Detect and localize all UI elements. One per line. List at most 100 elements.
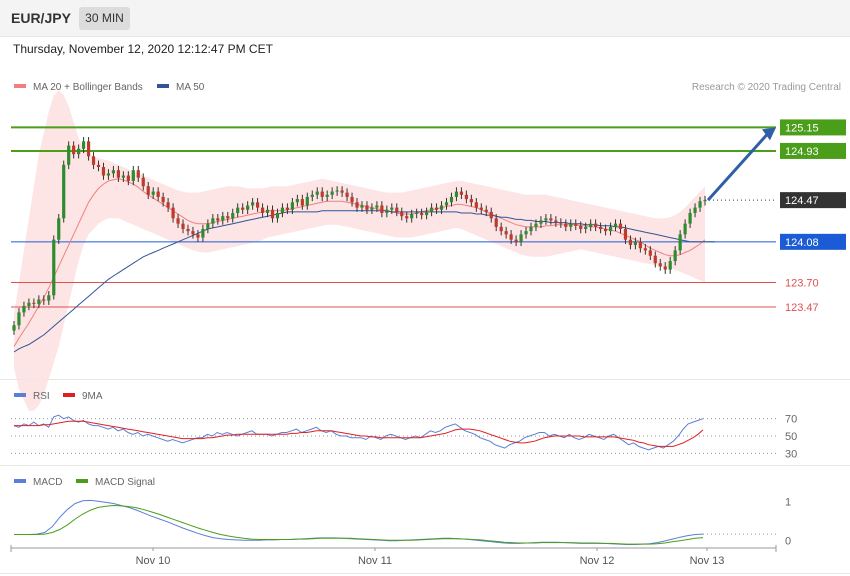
candle: [241, 207, 245, 210]
candle: [529, 226, 533, 232]
candle: [380, 205, 384, 213]
candle: [643, 248, 647, 251]
rsi-tick: 50: [785, 431, 797, 443]
candle: [186, 229, 190, 232]
candle: [693, 207, 697, 213]
candle: [365, 205, 369, 210]
candle: [618, 223, 623, 229]
panel-divider: [0, 379, 850, 380]
candle: [52, 239, 56, 296]
timeframe-button[interactable]: 30 MIN: [79, 7, 130, 30]
candle: [86, 141, 91, 157]
candle: [141, 177, 145, 187]
rsi-line: [13, 414, 704, 451]
candle: [251, 202, 255, 206]
level-tag: [780, 142, 846, 159]
candle: [136, 170, 140, 178]
candle: [111, 170, 116, 174]
candle: [181, 223, 185, 229]
candle: [47, 295, 51, 301]
candle: [37, 299, 41, 304]
candle: [300, 199, 304, 206]
candle: [67, 145, 71, 165]
candle: [275, 212, 280, 219]
candle: [494, 218, 498, 227]
candle: [280, 207, 285, 213]
x-tick-label: Nov 10: [136, 555, 171, 567]
candle: [628, 239, 633, 246]
candle: [539, 220, 543, 224]
credit-text: Research © 2020 Trading Central: [692, 82, 841, 93]
candle: [315, 191, 319, 195]
legend-label: MA 50: [176, 82, 205, 93]
candle: [106, 173, 111, 176]
rsi-legend-swatch: [14, 393, 26, 397]
candle: [196, 234, 200, 238]
candle: [191, 231, 195, 235]
candle: [524, 231, 528, 235]
candle: [22, 305, 26, 313]
candle: [161, 196, 165, 203]
candle: [246, 205, 250, 210]
macd-legend-label: MACD Signal: [95, 477, 155, 488]
candle: [420, 212, 424, 216]
candle: [663, 266, 667, 270]
candle: [608, 226, 613, 232]
candle: [544, 218, 548, 221]
timestamp: Thursday, November 12, 2020 12:12:47 PM …: [13, 42, 273, 56]
candle: [703, 200, 707, 202]
candle: [121, 175, 125, 178]
level-label: 125.15: [785, 122, 819, 134]
candle: [564, 223, 568, 227]
candle: [320, 191, 324, 197]
candle: [504, 231, 508, 235]
candle: [57, 218, 61, 240]
candle: [648, 250, 652, 256]
candle: [658, 263, 662, 267]
candle: [519, 234, 523, 242]
candle: [613, 223, 618, 227]
candle: [405, 216, 409, 219]
rsi-ma-line: [14, 420, 704, 447]
candle: [305, 196, 309, 206]
candle: [464, 194, 468, 200]
candle: [633, 241, 638, 246]
forecast-arrowhead: [762, 127, 776, 141]
candle: [653, 255, 657, 264]
candle: [176, 218, 180, 224]
candle: [221, 216, 225, 221]
candle: [584, 226, 588, 229]
rsi-legend-label: RSI: [33, 391, 50, 402]
rsi-legend-label: 9MA: [82, 391, 103, 402]
legend-swatch: [14, 84, 26, 88]
x-tick-label: Nov 12: [580, 555, 615, 567]
candle: [260, 207, 265, 213]
candle: [599, 226, 603, 229]
candle: [429, 207, 434, 212]
candle: [255, 202, 260, 208]
level-label: 123.47: [785, 302, 819, 314]
candle: [62, 164, 66, 219]
candle: [509, 234, 513, 240]
candle: [370, 207, 374, 210]
candle: [489, 211, 493, 219]
candle: [603, 229, 608, 232]
candle: [216, 218, 220, 221]
candle: [285, 207, 290, 210]
candle: [400, 211, 404, 217]
legend-label: MA 20 + Bollinger Bands: [33, 82, 143, 93]
candle: [270, 209, 275, 219]
candle: [131, 170, 135, 181]
level-label: 124.93: [785, 146, 819, 158]
candle: [171, 207, 175, 219]
candle: [534, 223, 538, 227]
candle: [81, 141, 86, 149]
candle: [549, 218, 553, 221]
forecast-arrow: [706, 132, 770, 202]
macd-legend-swatch: [14, 479, 26, 483]
candle: [623, 229, 628, 240]
candle: [72, 145, 76, 155]
macd-tick: 1: [785, 497, 791, 509]
candle: [345, 192, 349, 197]
